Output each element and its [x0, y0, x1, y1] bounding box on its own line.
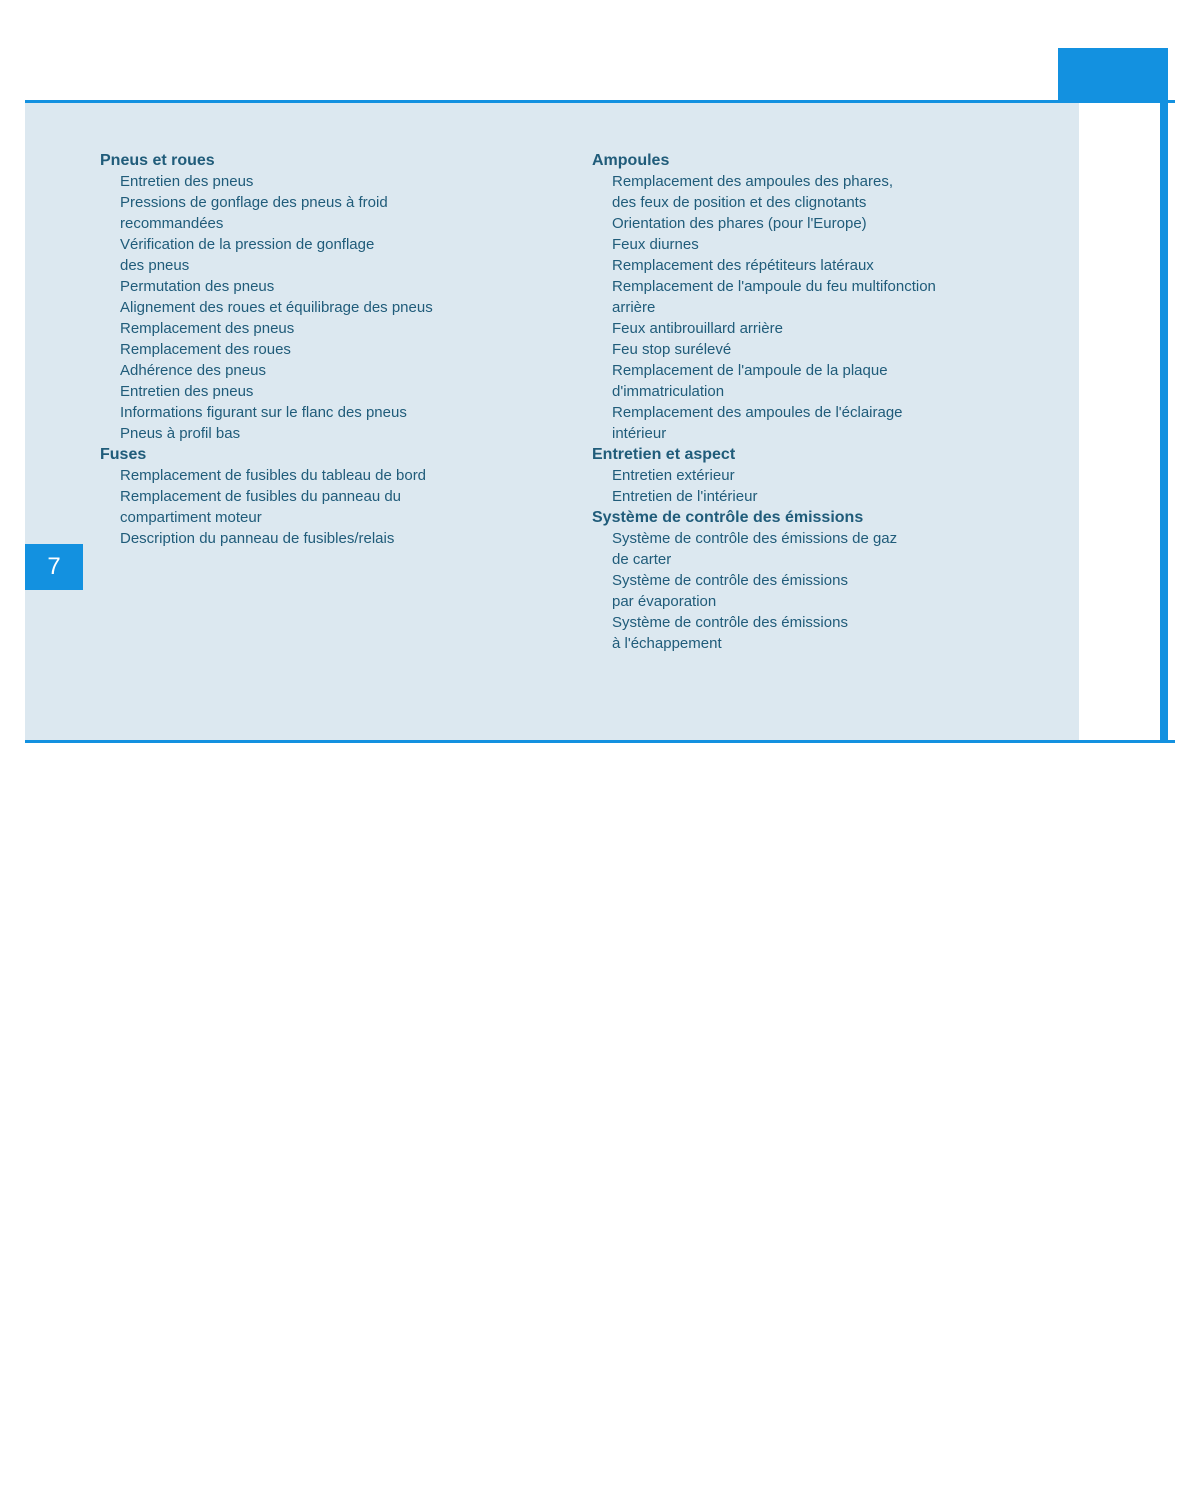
- toc-entry: Feux antibrouillard arrière7-74.........…: [592, 318, 1040, 339]
- toc-section: Ampoules7-58............................…: [592, 150, 1040, 171]
- toc-entry: intérieur7-74...........................…: [592, 423, 1040, 444]
- toc-entry: Remplacement des ampoules des phares,: [592, 171, 1040, 192]
- toc-entry: Feux diurnes7-68........................…: [592, 234, 1040, 255]
- toc-entry: Système de contrôle des émissions: [592, 612, 1040, 633]
- toc-column-right: Ampoules7-58............................…: [592, 150, 1040, 654]
- toc-label: Remplacement des ampoules de l'éclairage: [612, 402, 903, 423]
- toc-label: Remplacement de l'ampoule de la plaque: [612, 360, 888, 381]
- toc-entry: Entretien extérieur7-76.................…: [592, 465, 1040, 486]
- toc-entry: Système de contrôle des émissions: [592, 570, 1040, 591]
- page: 7 Pneus et roues7-32....................…: [0, 0, 1200, 861]
- side-stripe: [1160, 100, 1168, 740]
- toc-section: Entretien et aspect7-76.................…: [592, 444, 1040, 465]
- toc-label: Système de contrôle des émissions: [612, 612, 848, 633]
- toc-entry: Entretien de l'intérieur7-82............…: [592, 486, 1040, 507]
- toc-entry: Orientation des phares (pour l'Europe)7-…: [592, 213, 1040, 234]
- toc-label: Remplacement de l'ampoule du feu multifo…: [612, 276, 936, 297]
- toc-entry: Remplacement de l'ampoule de la plaque: [592, 360, 1040, 381]
- toc-entry: d'immatriculation7-74...................…: [592, 381, 1040, 402]
- toc-label: Remplacement des ampoules des phares,: [612, 171, 893, 192]
- toc-section: Système de contrôle des émissions7-84...…: [592, 507, 1040, 528]
- toc-label: Système de contrôle des émissions de gaz: [612, 528, 897, 549]
- toc-entry: à l'échappement7-85.....................…: [592, 633, 1040, 654]
- header-tab: [1058, 48, 1168, 100]
- toc-entry: de carter7-84...........................…: [592, 549, 1040, 570]
- toc-entry: Remplacement de l'ampoule du feu multifo…: [592, 276, 1040, 297]
- toc-page: 7-85: [0, 633, 1040, 1494]
- toc-entry: Remplacement des ampoules de l'éclairage: [592, 402, 1040, 423]
- toc-entry: par évaporation7-84.....................…: [592, 591, 1040, 612]
- toc-entry: Remplacement des répétiteurs latéraux7-6…: [592, 255, 1040, 276]
- toc-content: Pneus et roues7-32......................…: [100, 150, 1060, 654]
- toc-entry: Système de contrôle des émissions de gaz: [592, 528, 1040, 549]
- toc-entry: arrière7-69.............................…: [592, 297, 1040, 318]
- toc-entry: des feux de position et des clignotants7…: [592, 192, 1040, 213]
- toc-label: Système de contrôle des émissions: [612, 570, 848, 591]
- toc-entry: Feu stop surélevé7-74...................…: [592, 339, 1040, 360]
